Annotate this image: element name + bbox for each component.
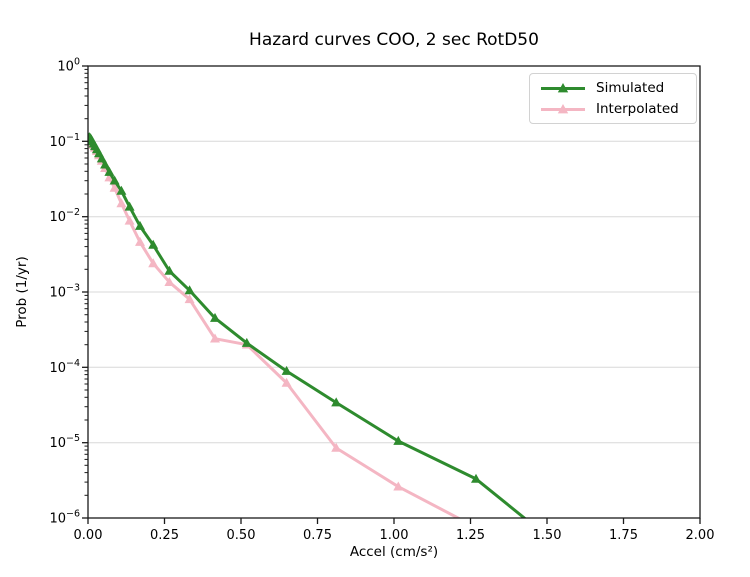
chart-title: Hazard curves COO, 2 sec RotD50 [249,30,539,50]
svg-text:10−3: 10−3 [49,283,80,301]
svg-text:1.25: 1.25 [456,528,485,543]
svg-text:1.00: 1.00 [380,528,409,543]
svg-text:10−6: 10−6 [49,509,80,527]
svg-text:0.25: 0.25 [150,528,179,543]
legend-entry-interpolated: Interpolated [539,101,688,117]
legend-line-interpolated-icon [541,104,585,114]
svg-text:10−5: 10−5 [49,433,80,451]
legend-entry-simulated: Simulated [539,80,688,96]
svg-text:0.75: 0.75 [303,528,332,543]
svg-text:10−4: 10−4 [49,358,80,376]
svg-text:1.75: 1.75 [609,528,638,543]
legend-label-interpolated: Interpolated [596,101,679,117]
legend: Simulated Interpolated [529,73,697,124]
svg-text:0.00: 0.00 [74,528,103,543]
x-axis-title: Accel (cm/s²) [349,544,439,560]
legend-line-simulated-icon [541,83,585,93]
legend-label-simulated: Simulated [596,80,665,96]
svg-text:10−1: 10−1 [49,132,80,150]
svg-text:100: 100 [57,57,80,75]
svg-text:0.50: 0.50 [227,528,256,543]
svg-text:2.00: 2.00 [686,528,715,543]
svg-text:1.50: 1.50 [533,528,562,543]
svg-text:10−2: 10−2 [49,207,80,225]
